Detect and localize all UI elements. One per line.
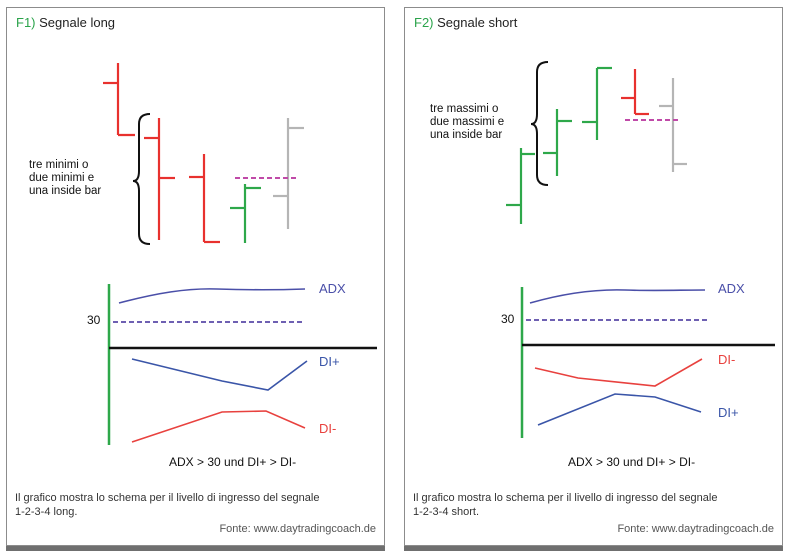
panel-bottom-bar [6,546,385,551]
level-30-label: 30 [501,312,515,326]
bar-green-2 [543,109,572,176]
caption-line-1: Il grafico mostra lo schema per il livel… [413,492,718,504]
bar-red-1 [103,63,135,137]
bar-red-1 [621,69,649,116]
condition-label: ADX > 30 und DI+ > DI- [169,455,296,469]
price-bars [506,66,687,224]
di-minus-label: DI- [319,421,336,436]
di-plus-line [537,393,702,426]
di-minus-line [131,410,306,443]
di-minus-line [534,358,703,387]
di-plus-label: DI+ [718,405,739,420]
adx-line [529,289,706,304]
source-credit: Fonte: www.daytradingcoach.de [617,523,774,535]
level-30-label: 30 [87,313,101,327]
caption-line-2: 1-2-3-4 long. [15,506,78,518]
caption: Il grafico mostra lo schema per il livel… [15,491,375,519]
adx-label: ADX [319,281,346,296]
bar-gray-1 [273,118,304,229]
bar-red-3 [189,154,220,244]
adx-line [118,288,306,304]
panel-long: F1) Segnale long [6,7,385,551]
pattern-label: tre massimi o due massimi e una inside b… [430,103,507,141]
bar-green-3 [582,66,612,140]
figure-id: F2) [414,15,434,30]
long-diagram: tre minimi o due minimi e una inside bar… [29,63,377,469]
panel-title: F2) Segnale short [414,15,517,30]
condition-label: ADX > 30 und DI+ > DI- [568,455,695,469]
panel-short: F2) Segnale short [404,7,783,551]
pattern-label: tre minimi o due minimi e una inside bar [29,159,101,197]
price-bars [103,63,304,244]
caption-line-2: 1-2-3-4 short. [413,506,480,518]
brace [530,61,549,186]
bar-gray-1 [659,78,687,172]
panel-bottom-bar [404,546,783,551]
title-text: Segnale short [437,15,518,30]
figure-id: F1) [16,15,36,30]
di-minus-label: DI- [718,352,735,367]
caption-line-1: Il grafico mostra lo schema per il livel… [15,492,320,504]
bar-red-2 [144,118,175,240]
caption: Il grafico mostra lo schema per il livel… [413,491,773,519]
source-credit: Fonte: www.daytradingcoach.de [219,523,376,535]
brace [132,113,151,245]
bar-green-1 [230,184,261,243]
panel-title: F1) Segnale long [16,15,115,30]
short-diagram: tre massimi o due massimi e una inside b… [430,61,775,469]
title-text: Segnale long [39,15,116,30]
adx-label: ADX [718,281,745,296]
di-plus-line [131,358,308,391]
bar-green-1 [506,148,535,224]
di-plus-label: DI+ [319,354,340,369]
